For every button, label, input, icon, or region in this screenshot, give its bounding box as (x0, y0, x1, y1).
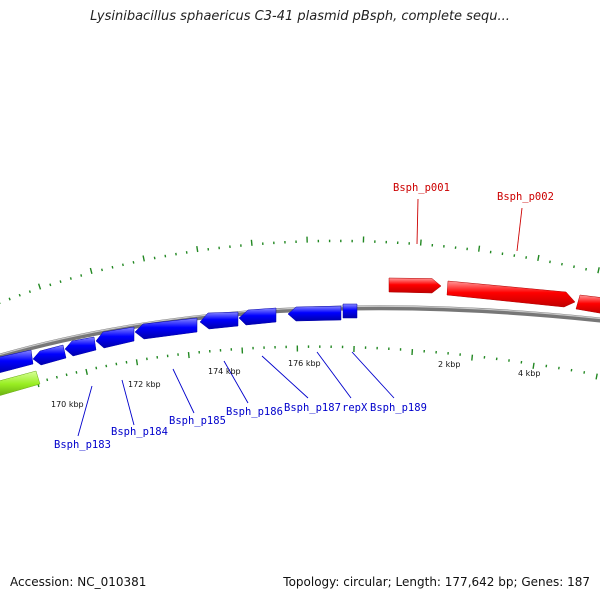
gene-label-bsph-p187[interactable]: Bsph_p187 (284, 402, 341, 414)
topology-summary: Topology: circular; Length: 177,642 bp; … (283, 575, 590, 589)
scale-tick (115, 362, 118, 366)
scale-label-174: 174 kbp (208, 367, 241, 376)
scale-tick (89, 267, 93, 274)
scale-tick (573, 265, 575, 269)
gene-arrow-bsph-p003[interactable] (575, 294, 600, 314)
scale-tick (132, 261, 135, 264)
gene-label-bsph-p189[interactable]: Bsph_p189 (370, 402, 427, 414)
inner-tick-ring (0, 345, 598, 396)
scale-tick (419, 239, 422, 246)
scale-tick (595, 373, 598, 380)
scale-tick (55, 375, 58, 379)
gene-arrow-r8[interactable] (32, 344, 67, 366)
scale-tick (196, 245, 199, 253)
scale-tick (59, 280, 62, 283)
scale-tick (18, 293, 21, 297)
scale-label-172: 172 kbp (128, 380, 161, 389)
scale-tick (471, 354, 474, 361)
scale-label-2: 2 kbp (438, 360, 460, 369)
scale-label-4: 4 kbp (518, 369, 540, 378)
scale-tick (105, 364, 108, 368)
scale-tick (122, 263, 124, 267)
gene-arrow-r3[interactable] (238, 307, 277, 326)
scale-tick (585, 267, 587, 271)
gene-arrow-r1[interactable] (342, 303, 358, 319)
scale-tick (75, 371, 78, 374)
scale-tick (95, 366, 98, 370)
gene-arrow-r9[interactable] (0, 349, 34, 374)
scale-tick (46, 378, 49, 382)
scale-tick (250, 239, 253, 246)
scale-tick (153, 256, 156, 260)
gene-arrow-lime[interactable] (0, 370, 41, 397)
scale-tick (101, 268, 103, 272)
scale-tick (597, 267, 600, 274)
scale-tick (65, 373, 68, 377)
scale-tick (111, 265, 114, 269)
scale-tick (532, 362, 535, 369)
gene-label-bsph-p002[interactable]: Bsph_p002 (497, 191, 554, 203)
scale-tick (49, 283, 52, 287)
gene-arrow-r2[interactable] (287, 305, 342, 322)
scale-tick (8, 297, 11, 301)
scale-tick (561, 262, 563, 266)
scale-tick (142, 255, 145, 262)
gene-label-bsph-p186[interactable]: Bsph_p186 (226, 406, 283, 418)
gene-label-bsph-p183[interactable]: Bsph_p183 (54, 439, 111, 451)
accession-text: Accession: NC_010381 (10, 575, 147, 589)
outer-tick-ring (0, 236, 600, 304)
scale-tick (28, 290, 31, 294)
scale-tick (525, 256, 528, 259)
scale-tick (37, 283, 42, 290)
gene-arrow-r5[interactable] (134, 317, 198, 340)
scale-tick (187, 352, 190, 359)
gene-arrow-bsph-p001[interactable] (388, 277, 442, 294)
scale-tick (537, 254, 540, 262)
label-leaders (77, 198, 523, 437)
scale-label-170: 170 kbp (51, 400, 84, 409)
gene-label-bsph-p185[interactable]: Bsph_p185 (169, 415, 226, 427)
scale-tick (69, 277, 72, 280)
gene-arrow-r6[interactable] (95, 326, 135, 349)
scale-label-176: 176 kbp (288, 359, 321, 368)
gene-label-repx[interactable]: repX (342, 402, 368, 414)
scale-tick (80, 274, 83, 277)
scale-tick (478, 245, 481, 252)
scale-tick (85, 368, 88, 375)
scale-tick (135, 359, 139, 366)
gene-arrow-r4[interactable] (199, 311, 239, 330)
gene-label-bsph-p001[interactable]: Bsph_p001 (393, 182, 450, 194)
gene-arrow-bsph-p002[interactable] (446, 280, 576, 308)
gene-label-bsph-p184[interactable]: Bsph_p184 (111, 426, 168, 438)
map-title: Lysinibacillus sphaericus C3-41 plasmid … (90, 9, 510, 24)
gene-arrow-r7[interactable] (64, 336, 97, 357)
